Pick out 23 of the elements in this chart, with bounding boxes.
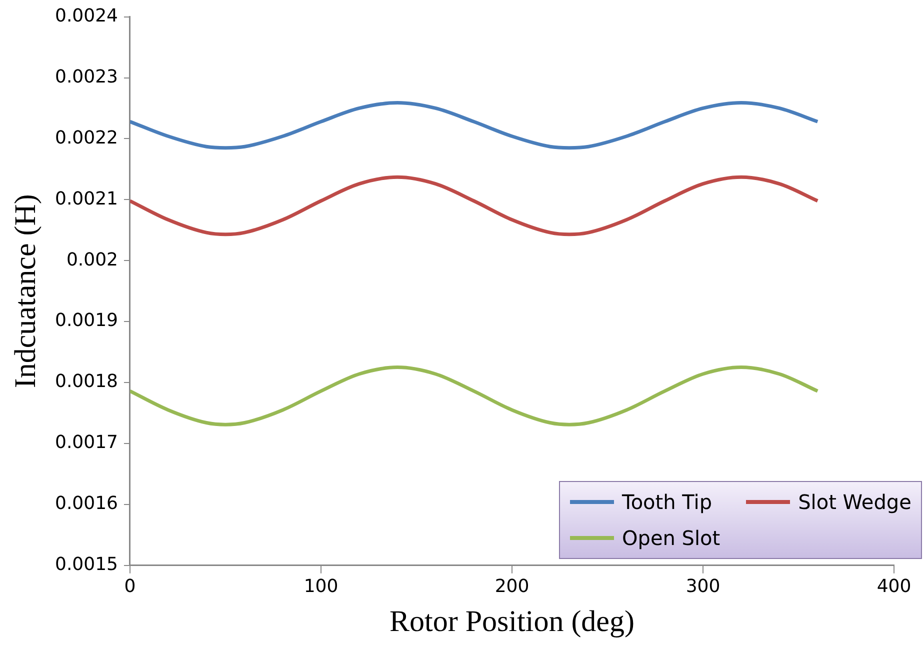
- y-tick-label: 0.0023: [55, 66, 118, 88]
- x-tick-label: 400: [876, 576, 912, 597]
- line-series: [130, 175, 820, 236]
- x-tick-label: 100: [304, 576, 338, 597]
- line-series: [130, 366, 820, 426]
- y-tick-label: 0.0021: [55, 188, 118, 210]
- y-tick-label: 0.0018: [55, 371, 118, 392]
- y-tick-label: 0.0019: [55, 310, 118, 332]
- x-tick-label: 300: [686, 576, 720, 597]
- y-tick-label: 0.0024: [55, 5, 118, 26]
- line-series: [130, 101, 820, 150]
- x-tick-label: 0: [124, 576, 136, 597]
- x-tick-label: 200: [494, 576, 530, 597]
- y-tick-label: 0.0022: [55, 127, 118, 148]
- x-axis-title: Rotor Position (deg): [389, 604, 634, 638]
- y-tick-label: 0.0017: [55, 432, 118, 454]
- legend-label: Open Slot: [622, 526, 720, 550]
- legend-label: Slot Wedge: [798, 490, 912, 514]
- y-tick-label: 0.0016: [55, 493, 118, 514]
- y-axis-title: Indcuatance (H): [8, 194, 42, 388]
- y-tick-label: 0.0015: [55, 554, 118, 576]
- legend-label: Tooth Tip: [622, 490, 712, 514]
- y-tick-label: 0.002: [66, 249, 118, 270]
